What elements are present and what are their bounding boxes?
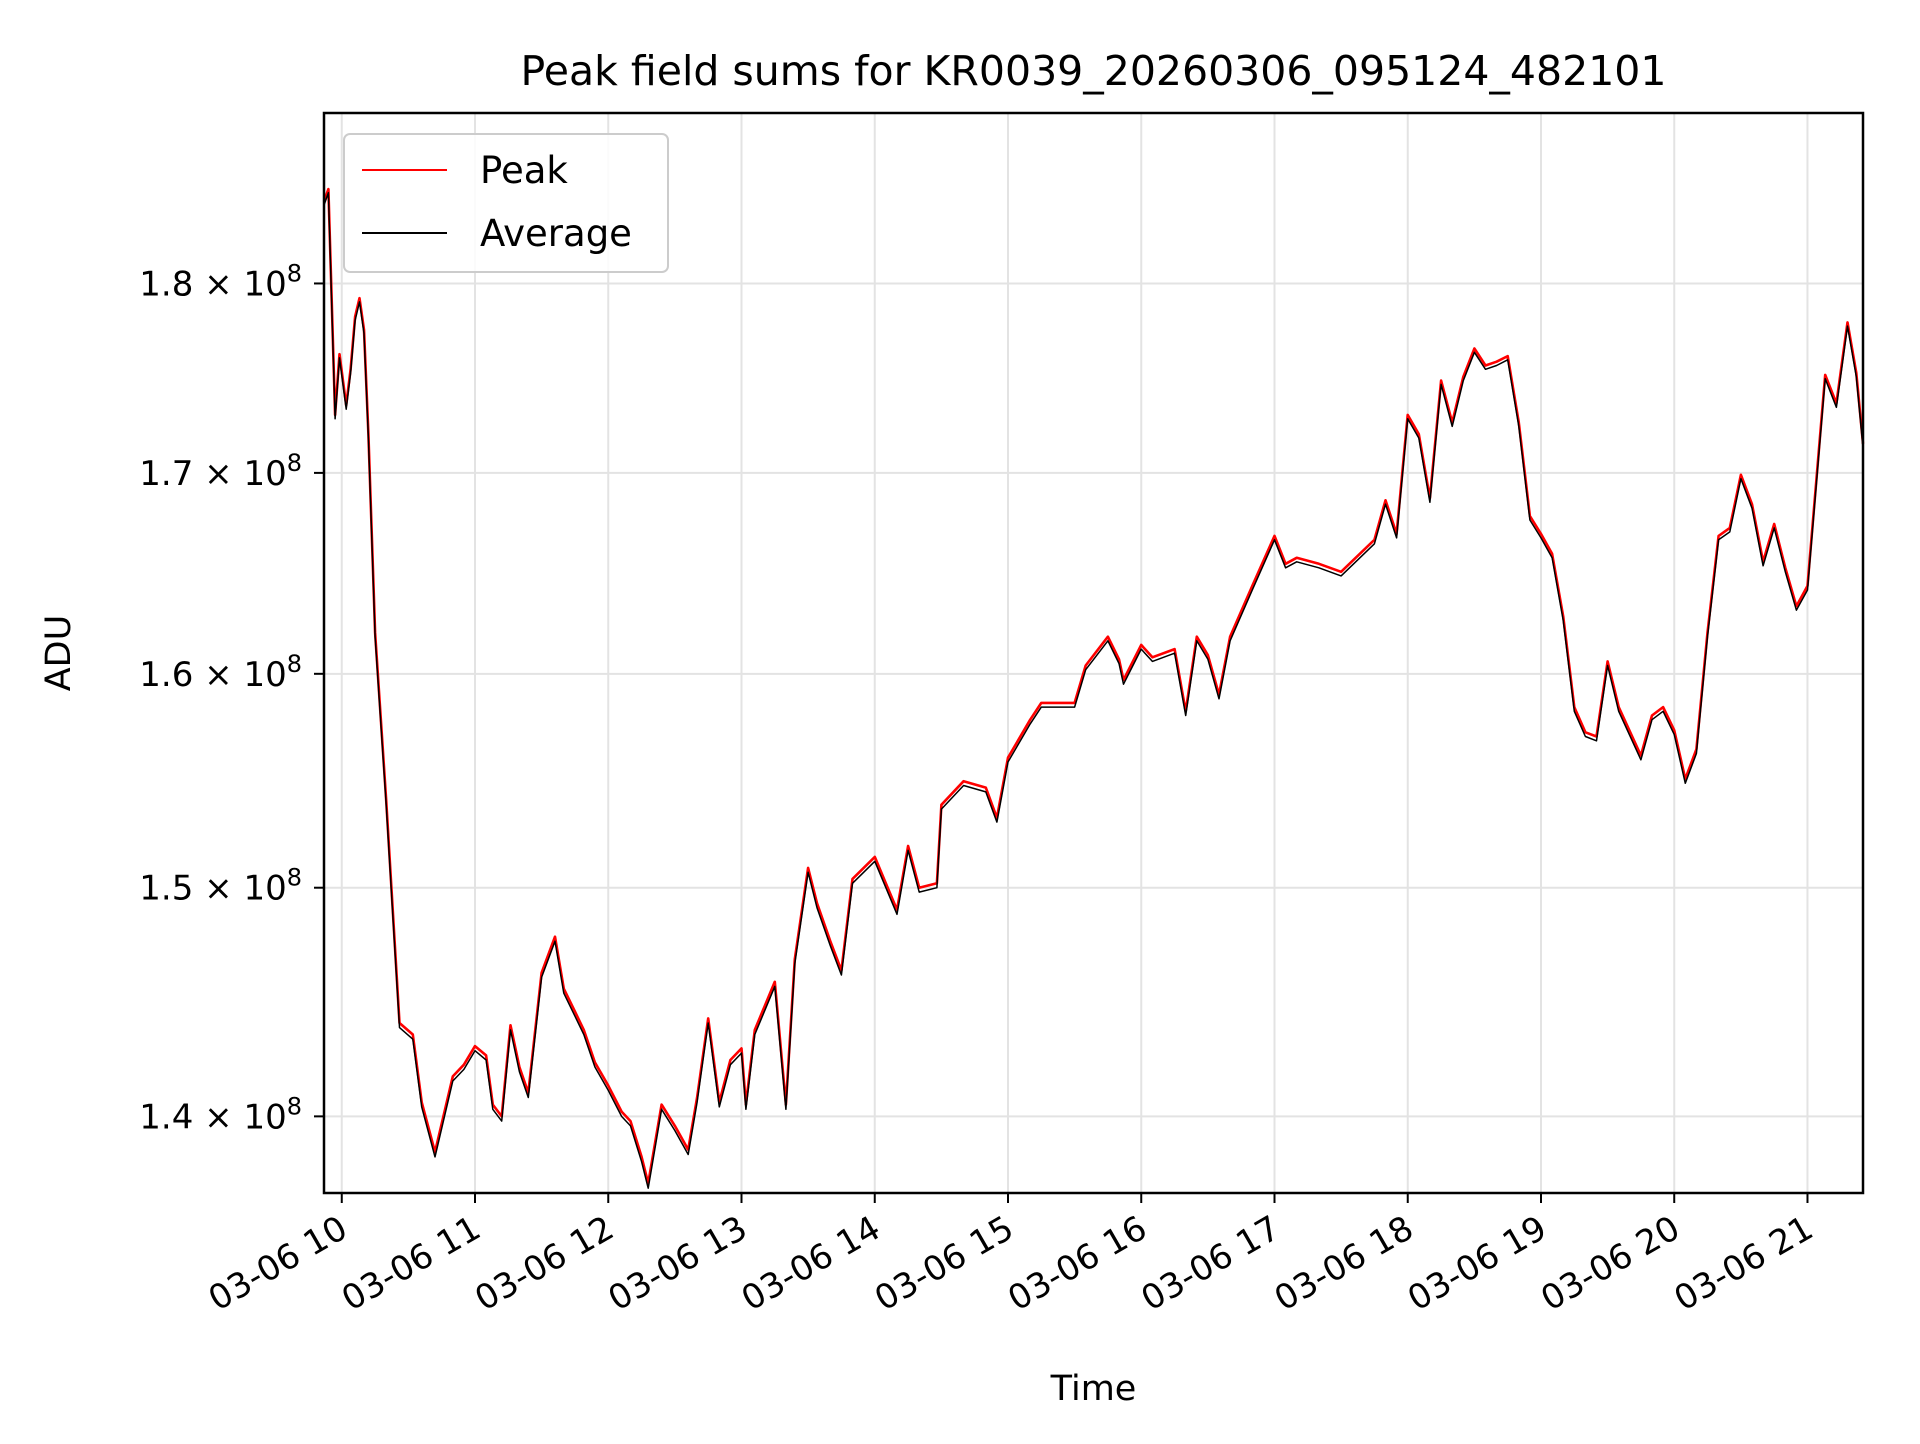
- y-tick-label: 1.4 × 108: [139, 1092, 302, 1137]
- legend-label-peak: Peak: [480, 149, 568, 192]
- y-tick-label: 1.8 × 108: [139, 259, 302, 304]
- data-series: [322, 187, 1865, 1189]
- y-tick-label: 1.7 × 108: [139, 449, 302, 494]
- plot-area-frame: [322, 111, 1865, 1195]
- y-axis-label: ADU: [39, 615, 79, 692]
- series-line-average: [323, 191, 1864, 1189]
- legend-label-average: Average: [480, 212, 632, 255]
- legend-box: [343, 133, 669, 273]
- grid-lines: [324, 113, 1863, 1193]
- y-tick-label: 1.6 × 108: [139, 650, 302, 695]
- chart-title: Peak field sums for KR0039_20260306_0951…: [521, 47, 1667, 95]
- y-tick-label: 1.5 × 108: [139, 864, 302, 909]
- x-axis-label: Time: [1050, 1369, 1137, 1409]
- chart-legend: Peak Average: [343, 133, 669, 273]
